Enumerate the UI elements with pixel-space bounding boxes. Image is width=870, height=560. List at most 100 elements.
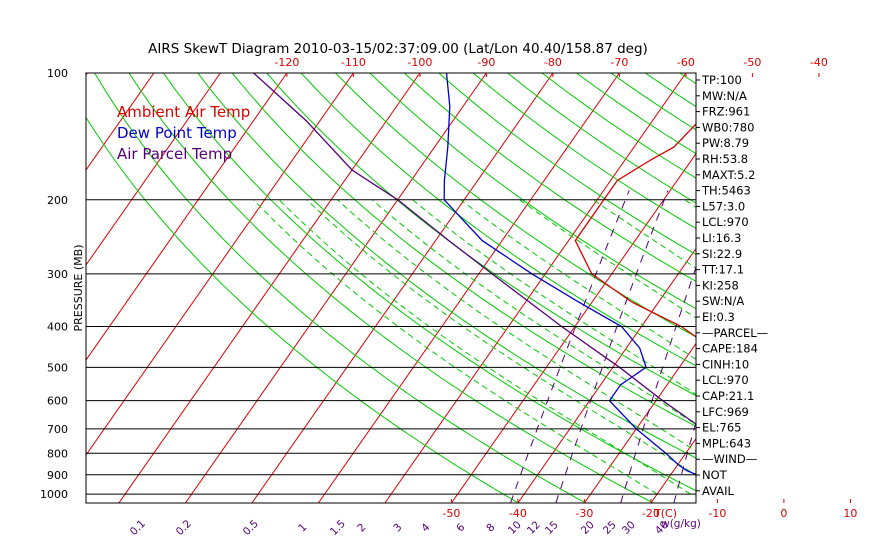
index-entry: LFC:969: [702, 405, 749, 419]
dry-adiabat-line: [645, 73, 696, 108]
index-entry: —WIND—: [702, 452, 757, 466]
legend-dewpoint-label: Dew Point Temp: [117, 124, 237, 142]
isotherm-line: [86, 73, 288, 361]
pressure-tick-label: 200: [47, 194, 68, 207]
isotherm-line: [0, 73, 21, 503]
index-entry: WB0:780: [702, 120, 754, 134]
y-axis-label: PRESSURE (MB): [72, 245, 85, 332]
mixing-ratio-label: 6: [454, 521, 467, 534]
isotherm-line: [118, 73, 421, 503]
pressure-tick-label: 100: [47, 67, 68, 80]
dry-adiabat-line: [335, 73, 696, 338]
index-entry: CAP:21.1: [702, 389, 754, 403]
mixing-ratio-line: [766, 190, 845, 503]
mixing-ratio-line: [793, 190, 868, 503]
index-entry: MW:N/A: [702, 89, 747, 103]
mixing-ratio-label: 25: [601, 519, 619, 537]
pressure-tick-label: 800: [47, 447, 68, 460]
isotherm-line: [317, 73, 620, 503]
legend-ambient-label: Ambient Air Temp: [117, 103, 250, 121]
index-entry: CINH:10: [702, 357, 749, 371]
index-entry: FRZ:961: [702, 105, 750, 119]
mixing-ratio-label: 8: [484, 521, 497, 534]
mixing-ratio-label: 2: [355, 521, 368, 534]
dry-adiabat-line: [86, 116, 519, 503]
dry-adiabat-line: [852, 73, 870, 503]
isotherm-line: [450, 152, 696, 503]
index-entry: LCL:970: [702, 373, 749, 387]
moist-adiabat-line: [253, 199, 658, 495]
index-entry: MPL:643: [702, 436, 751, 450]
index-entry: —PARCEL—: [702, 326, 768, 340]
index-entry: SI:22.9: [702, 247, 742, 261]
index-entry: LCL:970: [702, 215, 749, 229]
isotherm-line: [384, 73, 687, 503]
dry-adiabat-line: [817, 73, 870, 503]
mixing-ratio-label: 0.1: [128, 518, 148, 538]
index-entry: CAPE:184: [702, 342, 758, 356]
top-temp-label: -120: [274, 56, 299, 69]
dry-adiabat-line: [94, 73, 587, 503]
index-entry: SW:N/A: [702, 294, 744, 308]
chart-title: AIRS SkewT Diagram 2010-03-15/02:37:09.0…: [148, 41, 648, 57]
moist-adiabat-line: [460, 199, 696, 360]
bottom-temp-label: -20: [642, 507, 660, 520]
dewpoint-temp-line: [443, 73, 696, 475]
isotherm-line: [850, 73, 870, 503]
pressure-tick-label: 700: [47, 423, 68, 436]
dry-adiabat-line: [783, 73, 870, 503]
top-temp-label: -70: [610, 56, 628, 69]
index-entry: LI:16.3: [702, 231, 741, 245]
index-entry: TH:5463: [701, 184, 751, 198]
dry-adiabat-line: [749, 73, 870, 503]
top-temp-label: -60: [677, 56, 695, 69]
dry-adiabat-line: [197, 73, 696, 459]
isotherm-line: [784, 73, 870, 503]
index-entry: PW:8.79: [702, 136, 749, 150]
dry-adiabat-line: [231, 73, 696, 427]
index-entry: RH:53.8: [702, 152, 748, 166]
dry-adiabat-line: [300, 73, 696, 367]
bottom-temp-label: -40: [509, 507, 527, 520]
index-entry: KI:258: [702, 278, 739, 292]
index-entry: TP:100: [701, 73, 742, 87]
pressure-tick-label: 600: [47, 395, 68, 408]
bottom-temp-label: -30: [575, 507, 593, 520]
bottom-temp-label: -10: [708, 507, 726, 520]
top-temp-label: -110: [341, 56, 366, 69]
index-entry: NOT: [702, 468, 728, 482]
plot-frame: [85, 72, 697, 504]
top-temp-label: -40: [810, 56, 828, 69]
dry-adiabat-line: [438, 73, 696, 256]
mixing-ratio-label: 4: [419, 521, 432, 534]
isotherm-line: [517, 247, 696, 503]
top-temp-label: -50: [743, 56, 761, 69]
isotherm-line: [86, 73, 221, 266]
pressure-tick-label: 900: [47, 469, 68, 482]
mixing-ratio-line: [831, 190, 870, 503]
mixing-ratio-line: [510, 190, 630, 503]
moist-adiabat-line: [337, 199, 696, 452]
isotherm-line: [251, 73, 554, 503]
isotherm-line: [86, 73, 354, 456]
mixing-ratio-label: 1.5: [328, 518, 348, 538]
index-entry: TT:17.1: [701, 263, 744, 277]
dry-adiabat-line: [403, 73, 696, 282]
mixing-ratio-label: 12: [525, 519, 543, 537]
isotherm-line: [583, 342, 696, 503]
isotherm-line: [184, 73, 487, 503]
parcel-temp-line: [253, 73, 696, 425]
legend-parcel-label: Air Parcel Temp: [117, 145, 232, 163]
top-temp-label: -80: [544, 56, 562, 69]
dry-adiabat-line: [128, 73, 654, 503]
mixing-ratio-unit-label: w(g/kg): [661, 518, 701, 530]
bottom-temp-label: 10: [843, 507, 857, 520]
dry-adiabat-line: [266, 73, 696, 397]
moist-adiabat-line: [278, 199, 691, 495]
mixing-ratio-label: 0.2: [174, 518, 194, 538]
index-entry: EI:0.3: [702, 310, 735, 324]
pressure-tick-label: 300: [47, 268, 68, 281]
moist-adiabat-line: [519, 199, 696, 319]
